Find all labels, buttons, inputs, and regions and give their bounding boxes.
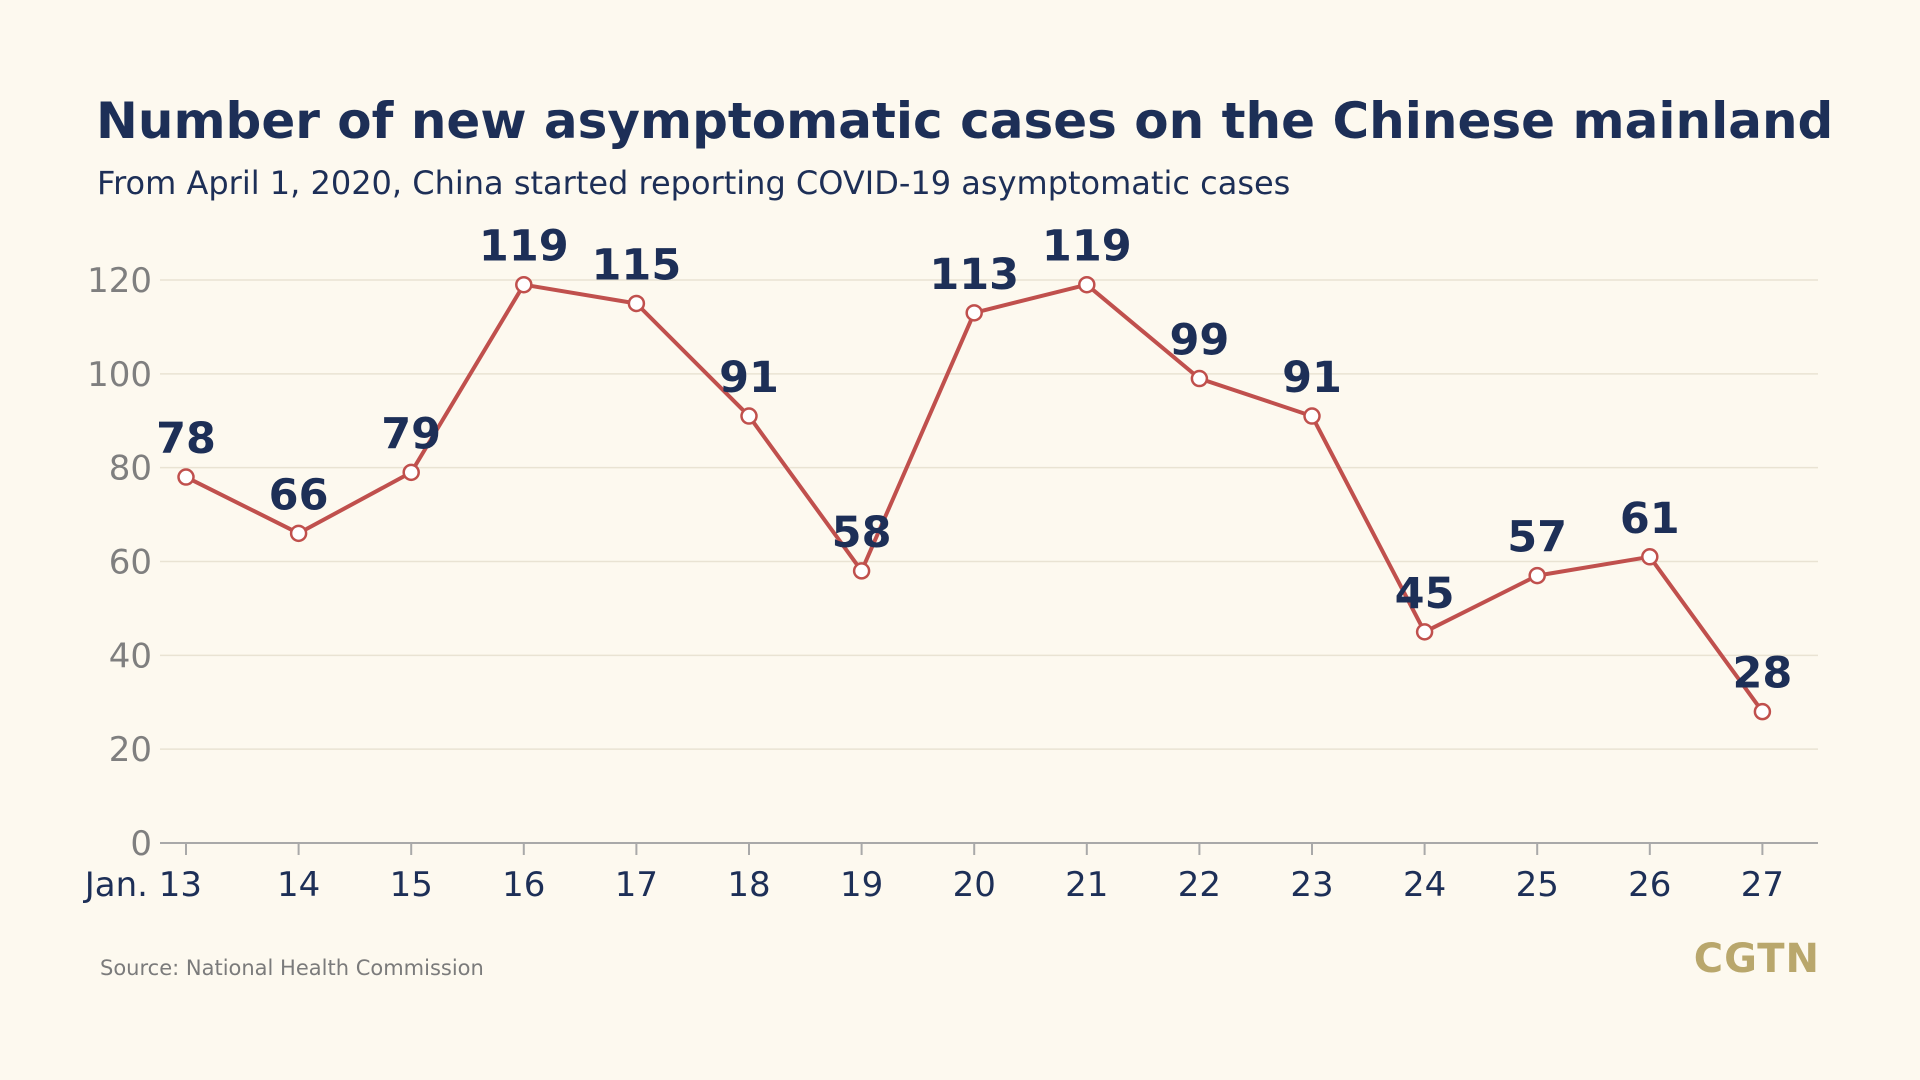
data-label: 119 bbox=[1042, 222, 1132, 272]
x-tick-label: 19 bbox=[840, 865, 883, 905]
y-tick-label: 100 bbox=[87, 355, 152, 395]
x-tick-label: 21 bbox=[1065, 865, 1108, 905]
data-label: 58 bbox=[832, 508, 892, 558]
x-tick-label: 14 bbox=[277, 865, 320, 905]
chart-subtitle: From April 1, 2020, China started report… bbox=[97, 164, 1291, 202]
y-tick-label: 80 bbox=[109, 449, 152, 489]
y-tick-label: 120 bbox=[87, 261, 152, 301]
data-label: 61 bbox=[1620, 494, 1680, 544]
source-note: Source: National Health Commission bbox=[100, 956, 484, 980]
x-tick-label: 22 bbox=[1178, 865, 1221, 905]
series-line bbox=[184, 282, 1765, 714]
data-point bbox=[289, 524, 308, 543]
data-point bbox=[1415, 623, 1434, 641]
data-label: 91 bbox=[1282, 353, 1342, 403]
data-point bbox=[1528, 566, 1546, 585]
data-label: 119 bbox=[479, 222, 569, 272]
x-tick-label: 17 bbox=[615, 865, 658, 905]
y-tick-label: 20 bbox=[109, 730, 152, 770]
data-point bbox=[740, 407, 758, 425]
data-point bbox=[852, 562, 871, 580]
data-label: 99 bbox=[1169, 316, 1229, 366]
data-label: 78 bbox=[156, 414, 216, 464]
data-label: 91 bbox=[719, 353, 779, 403]
data-point bbox=[627, 294, 646, 313]
data-label: 79 bbox=[381, 409, 441, 459]
data-point bbox=[1078, 275, 1096, 294]
data-label: 45 bbox=[1395, 569, 1455, 619]
chart-title: Number of new asymptomatic cases on the … bbox=[96, 92, 1834, 150]
x-tick-label: 26 bbox=[1628, 865, 1671, 905]
x-tick-label: 23 bbox=[1290, 865, 1333, 905]
x-tick-label: 16 bbox=[502, 865, 545, 905]
y-tick-label: 60 bbox=[109, 543, 152, 583]
x-tick-label: 24 bbox=[1403, 865, 1446, 905]
data-label: 115 bbox=[592, 240, 682, 290]
x-tick-label: 15 bbox=[390, 865, 433, 905]
data-point bbox=[402, 463, 420, 482]
data-point bbox=[515, 275, 533, 294]
data-point bbox=[1303, 407, 1321, 425]
cgtn-logo: CGTN bbox=[1693, 936, 1820, 982]
x-tick-label: Jan. 13 bbox=[83, 865, 202, 905]
x-tick-label: 18 bbox=[727, 865, 770, 905]
data-point bbox=[1753, 702, 1772, 721]
data-point bbox=[1190, 369, 1209, 388]
data-point bbox=[965, 304, 983, 322]
data-point bbox=[177, 468, 195, 486]
data-label: 28 bbox=[1732, 649, 1792, 699]
data-label: 66 bbox=[269, 470, 329, 520]
x-tick-label: 20 bbox=[953, 865, 996, 905]
data-label: 113 bbox=[929, 250, 1019, 300]
data-point bbox=[1641, 548, 1659, 566]
data-label: 57 bbox=[1507, 513, 1567, 563]
y-tick-label: 0 bbox=[130, 824, 152, 864]
x-tick-label: 25 bbox=[1516, 865, 1559, 905]
x-tick-label: 27 bbox=[1741, 865, 1784, 905]
y-tick-label: 40 bbox=[109, 636, 152, 676]
